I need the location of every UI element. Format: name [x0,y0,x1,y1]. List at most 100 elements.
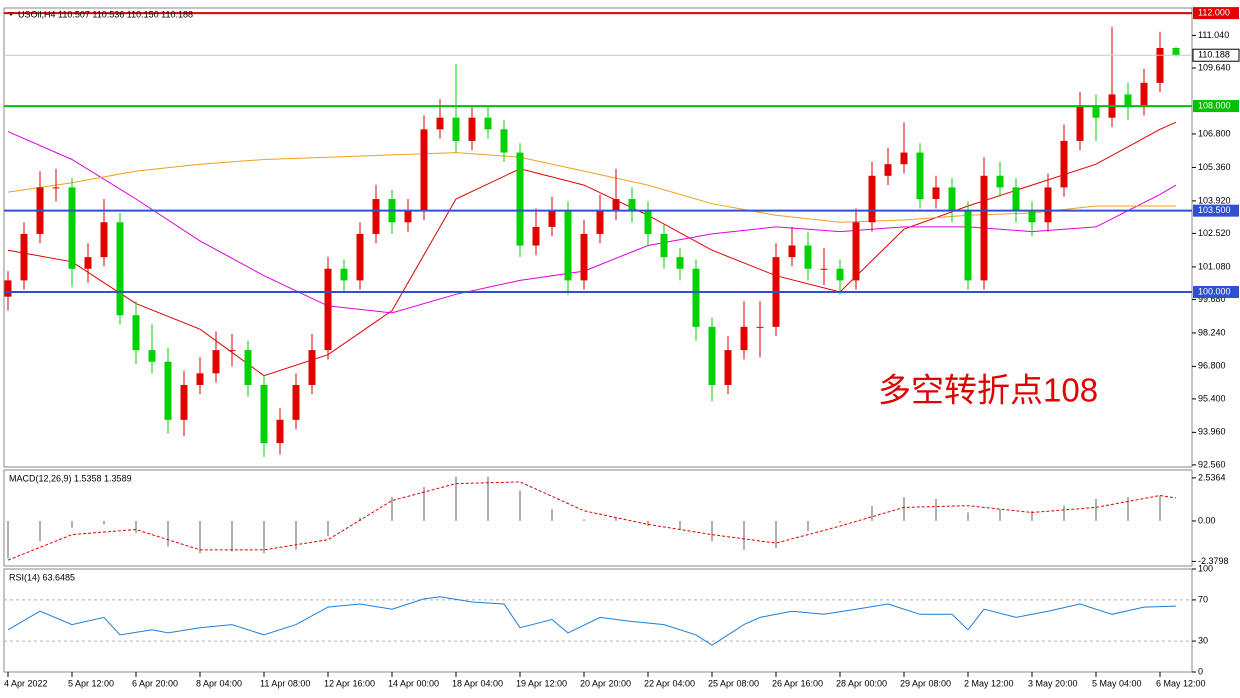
candle-body [436,117,444,130]
last-price-box [1192,48,1240,62]
candle-body [1156,47,1164,83]
y-tick-label: 103.920 [1198,195,1231,205]
rsi-panel [3,568,1193,673]
candle-body [68,187,76,269]
rsi-line [7,596,1177,646]
candle-body [628,199,636,211]
y-tick-label: -2.3798 [1198,556,1229,566]
y-tick-label: 105.360 [1198,162,1231,172]
candle-body [564,210,572,281]
level-box [1193,204,1239,217]
candle-body [484,117,492,130]
x-tick-label: 6 May 12:00 [1156,678,1206,688]
candle-body [836,268,844,281]
candle-body [372,199,380,234]
y-tick-label: 109.640 [1198,62,1231,72]
candle-body [788,245,796,258]
x-tick-label: 14 Apr 00:00 [388,678,439,688]
candle-body [84,257,92,269]
candle-body [1028,210,1036,223]
candle-body [1124,94,1132,107]
annotation: 多空转折点108 [878,372,1098,409]
level-label: 103.500 [1198,205,1231,215]
candle-body [724,350,732,385]
candle-body [1060,140,1068,188]
level-label: 112.000 [1198,7,1230,17]
candle-body [1012,187,1020,211]
x-tick-label: 5 May 04:00 [1092,678,1142,688]
candle-body [708,326,716,385]
x-tick-label: 3 May 20:00 [1028,678,1078,688]
candle-body [916,152,924,200]
candle-body [276,419,284,444]
candle-body [532,226,540,246]
candle-body [228,350,236,352]
candle-body [980,175,988,281]
level-box [1193,285,1239,298]
level-box [1193,7,1239,20]
candle-body [196,373,204,385]
candle-body [1076,106,1084,141]
candle-body [852,222,860,281]
x-tick-label: 11 Apr 08:00 [260,678,310,688]
candle-body [612,199,620,211]
candle-body [404,210,412,223]
y-tick-label: 100 [1198,563,1213,573]
candle-body [756,326,764,328]
y-tick-label: 101.080 [1198,261,1231,271]
candle-body [468,117,476,141]
chart-title: USOil,H4 110.507 110.536 110.150 110.188 [18,9,193,19]
candle-body [52,187,60,189]
candle-body [452,117,460,141]
x-tick-label: 29 Apr 08:00 [900,678,951,688]
y-tick-label: 0.00 [1198,515,1216,525]
candle-body [884,164,892,176]
candle-body [580,233,588,281]
macd-title: MACD(12,26,9) 1.5358 1.3589 [9,473,132,483]
candle-body [132,315,140,351]
candle-body [964,210,972,281]
x-tick-label: 2 May 12:00 [964,678,1014,688]
candle-body [548,210,556,227]
x-tick-label: 12 Apr 16:00 [324,678,375,688]
level-label: 108.000 [1198,100,1231,110]
y-tick-label: 92.560 [1198,459,1226,469]
y-tick-label: 111.040 [1198,30,1229,40]
candle-body [164,361,172,420]
candle-body [308,350,316,385]
x-tick-label: 26 Apr 16:00 [772,678,823,688]
x-tick-label: 6 Apr 20:00 [132,678,178,688]
candle-body [804,245,812,269]
candle-body [820,268,828,270]
y-tick-label: 0 [1198,666,1203,676]
candle-body [500,129,508,153]
y-tick-label: 96.800 [1198,361,1226,371]
candle-body [996,175,1004,188]
candle-body [292,384,300,420]
x-tick-label: 28 Apr 00:00 [836,678,887,688]
y-tick-label: 2.5364 [1198,472,1226,482]
candle-body [660,233,668,258]
candle-body [1172,47,1180,56]
candle-body [948,187,956,211]
candle-body [1092,106,1100,118]
candle-body [116,222,124,316]
candle-body [212,350,220,374]
y-tick-label: 102.520 [1198,228,1231,238]
y-tick-label: 98.240 [1198,327,1226,337]
y-tick-label: 93.960 [1198,427,1226,437]
x-tick-label: 20 Apr 20:00 [580,678,631,688]
candle-body [1140,82,1148,107]
plot-layer: 111.040 109.640 106.800 105.360 103.920 102.5… [4,7,1240,688]
x-tick-label: 8 Apr 04:00 [196,678,242,688]
last-price-label: 110.188 [1198,50,1230,60]
x-tick-label: 25 Apr 08:00 [708,678,759,688]
candle-body [516,152,524,246]
candle-body [324,268,332,351]
x-tick-label: 4 Apr 2022 [4,678,48,688]
moving-average [7,131,1177,314]
signal-line [7,481,1177,561]
